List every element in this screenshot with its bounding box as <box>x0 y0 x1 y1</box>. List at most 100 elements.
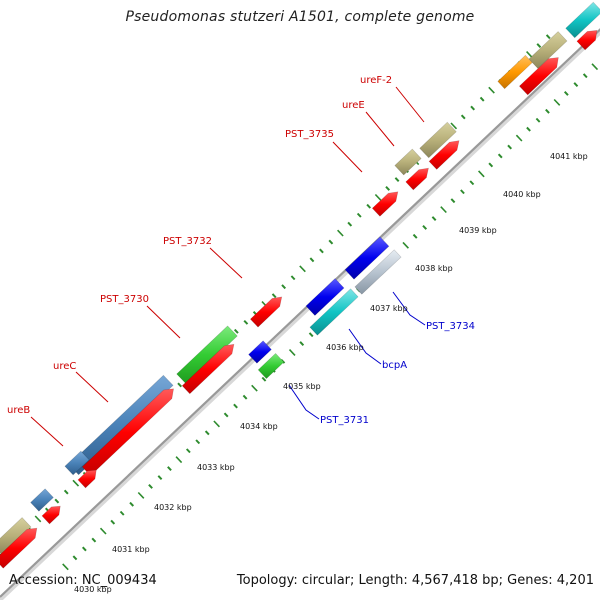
track-dot <box>129 501 135 507</box>
gene-box-green <box>176 325 238 385</box>
tick-label-4036-kbp: 4036 kbp <box>326 343 364 352</box>
track-dot <box>337 229 344 237</box>
gene-arrow-red <box>405 167 429 191</box>
gene-label-pst-3732: PST_3732 <box>163 236 212 247</box>
track-dot <box>356 212 362 218</box>
gene-label-bcpa: bcpA <box>382 360 407 371</box>
gene-box-cyan <box>565 1 600 39</box>
track-dot <box>271 293 277 299</box>
gene-arrow-red <box>181 343 235 395</box>
track-dot <box>385 186 391 191</box>
track-dot <box>99 527 107 535</box>
gene-arrow-red <box>77 469 97 489</box>
track-dot <box>251 384 258 392</box>
gene-box-khaki <box>419 121 457 159</box>
track-dot <box>573 82 579 87</box>
tick-label-4041-kbp: 4041 kbp <box>550 152 588 161</box>
leader-line-pst-3735 <box>332 141 363 173</box>
track-dot <box>185 448 191 454</box>
track-dot <box>591 63 599 71</box>
track-dot <box>440 206 447 214</box>
gene-box-steel <box>64 450 90 476</box>
tick-label-4039-kbp: 4039 kbp <box>459 226 497 235</box>
track-dot <box>488 162 494 168</box>
track-dot <box>319 248 324 254</box>
track-dot <box>233 328 239 334</box>
track-dot <box>553 98 561 106</box>
leader-line-uref-2 <box>395 86 425 123</box>
track-dot <box>195 439 201 445</box>
gene-arrow-red <box>576 30 598 51</box>
gene-label-pst-3730: PST_3730 <box>100 294 149 305</box>
gene-label-uref-2: ureF-2 <box>360 75 392 86</box>
gene-box-blue <box>344 236 390 280</box>
track-dot <box>497 153 503 159</box>
track-dot <box>119 510 125 516</box>
map-title: Pseudomonas stutzeri A1501, complete gen… <box>125 9 475 25</box>
track-dot <box>366 203 372 209</box>
track-dot <box>167 466 172 471</box>
track-dot <box>545 34 551 40</box>
track-dot <box>299 341 305 346</box>
track-dot <box>62 563 69 571</box>
track-dot <box>148 484 153 489</box>
gene-arrow-red <box>249 296 283 328</box>
leader-line-pst-3732 <box>209 247 243 279</box>
track-dot <box>582 73 588 79</box>
gene-arrow-red <box>0 527 38 569</box>
track-dot <box>110 519 116 525</box>
track-dot <box>72 555 78 561</box>
track-dot <box>460 114 466 120</box>
track-dot <box>450 198 456 204</box>
gene-features <box>0 1 600 569</box>
backbone-line <box>0 28 600 598</box>
track-dot <box>175 456 183 464</box>
track-dot <box>479 96 485 102</box>
track-dot <box>394 177 400 182</box>
leader-line-pst-3731 <box>288 384 320 420</box>
track-dot <box>563 91 569 96</box>
gene-box-khaki <box>394 148 422 176</box>
leader-line-ureb <box>30 416 64 447</box>
genome-summary-text: Topology: circular; Length: 4,567,418 bp… <box>236 573 594 588</box>
tick-label-4040-kbp: 4040 kbp <box>503 190 541 199</box>
track-dot <box>81 546 87 552</box>
gene-label-ureb: ureB <box>7 405 30 416</box>
leader-line-pst-3734 <box>392 291 426 326</box>
track-dot <box>412 233 418 239</box>
track-dot <box>450 122 458 130</box>
track-dot <box>63 489 69 495</box>
gene-arrow-red <box>518 57 559 96</box>
track-dot <box>374 193 382 201</box>
track-dot <box>299 265 306 273</box>
track-dot <box>288 349 296 356</box>
track-dot <box>281 284 287 290</box>
gene-arrow-red <box>428 140 460 170</box>
gene-box-orange <box>497 54 533 90</box>
tick-label-4030-kbp: 4030 kbp <box>74 585 112 594</box>
kbp-tick-labels: 4030 kbp 4031 kbp 4032 kbp 4033 kbp 4034 kbp… <box>74 152 588 594</box>
tick-label-4037-kbp: 4037 kbp <box>370 304 408 313</box>
track-dot <box>526 126 531 132</box>
genome-backbone <box>0 28 600 600</box>
gene-arrow-red <box>81 388 174 477</box>
gene-box-cyan <box>309 288 359 336</box>
gene-label-pst-3735: PST_3735 <box>285 129 334 140</box>
accession-text: Accession: NC_009434 <box>9 573 157 588</box>
gene-arrow-red <box>41 505 61 525</box>
leader-line-bcpa <box>348 328 382 365</box>
track-dot <box>54 498 60 504</box>
tick-label-4032-kbp: 4032 kbp <box>154 503 192 512</box>
track-dot <box>233 403 238 409</box>
track-dot <box>431 216 437 221</box>
track-dot <box>242 394 248 400</box>
gene-labels: ureF-2 ureE PST_3735 PST_3732 PST_3730 ureC ur… <box>7 75 475 426</box>
gene-label-urec: ureC <box>53 361 76 372</box>
track-dot <box>469 180 475 186</box>
track-dot <box>402 241 409 249</box>
track-dot <box>515 134 523 142</box>
tick-label-4033-kbp: 4033 kbp <box>197 463 235 472</box>
track-dot <box>347 221 353 227</box>
track-dot <box>536 43 542 48</box>
